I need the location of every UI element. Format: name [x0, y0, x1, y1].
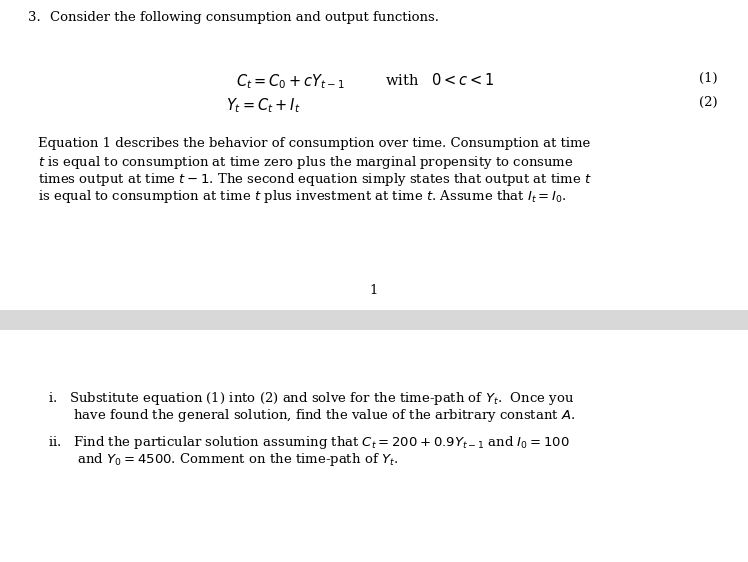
Text: $Y_t = C_t + I_t$: $Y_t = C_t + I_t$: [226, 96, 300, 115]
Text: ii.   Find the particular solution assuming that $C_t = 200 + 0.9Y_{t-1}$ and $I: ii. Find the particular solution assumin…: [48, 434, 570, 451]
Text: is equal to consumption at time $t$ plus investment at time $t$. Assume that $I_: is equal to consumption at time $t$ plus…: [38, 188, 567, 205]
Bar: [0, 310, 748, 330]
Text: $C_t = C_0 + cY_{t-1}$: $C_t = C_0 + cY_{t-1}$: [236, 72, 344, 90]
Text: have found the general solution, find the value of the arbitrary constant $A$.: have found the general solution, find th…: [48, 407, 575, 424]
Text: $t$ is equal to consumption at time zero plus the marginal propensity to consume: $t$ is equal to consumption at time zero…: [38, 154, 574, 171]
Text: with   $0 < c < 1$: with $0 < c < 1$: [385, 72, 494, 88]
Text: and $Y_0 = 4500$. Comment on the time-path of $Y_t$.: and $Y_0 = 4500$. Comment on the time-pa…: [48, 451, 398, 468]
Text: Equation 1 describes the behavior of consumption over time. Consumption at time: Equation 1 describes the behavior of con…: [38, 137, 590, 150]
Text: times output at time $t-1$. The second equation simply states that output at tim: times output at time $t-1$. The second e…: [38, 171, 592, 188]
Text: Consider the following consumption and output functions.: Consider the following consumption and o…: [50, 11, 439, 24]
Text: 3.: 3.: [28, 11, 40, 24]
Text: i.   Substitute equation (1) into (2) and solve for the time-path of $Y_t$.  Onc: i. Substitute equation (1) into (2) and …: [48, 390, 574, 407]
Text: (1): (1): [699, 72, 718, 85]
Text: 1: 1: [370, 284, 378, 297]
Text: (2): (2): [699, 96, 718, 109]
